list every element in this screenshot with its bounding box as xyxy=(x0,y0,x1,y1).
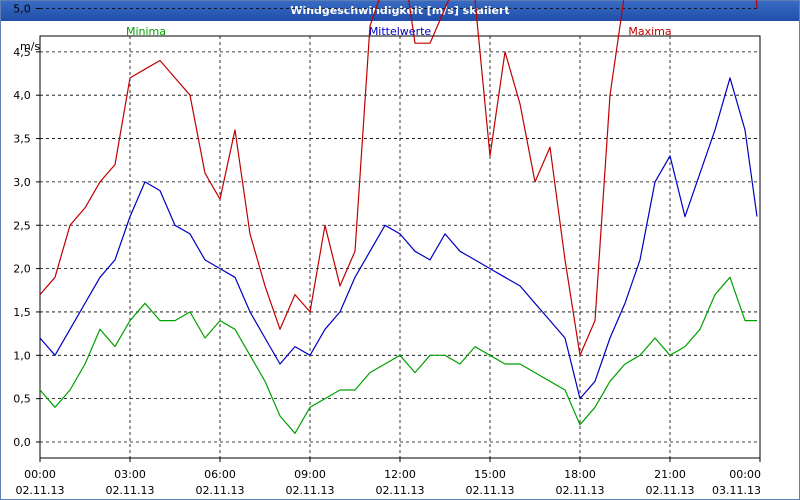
legend: Minima Mittelwerte Maxima xyxy=(126,25,672,38)
x-tick-time-label: 00:00 xyxy=(24,468,56,481)
x-tick-date-label: 02.11.13 xyxy=(556,484,605,497)
x-axis: 00:00 02.11.13 03:00 02.11.13 06:00 02.11.13 0… xyxy=(16,458,761,497)
legend-entry-mittelwerte: Mittelwerte xyxy=(369,25,432,38)
y-tick-label: 0,0 xyxy=(13,436,31,449)
series xyxy=(39,0,758,434)
x-tick-time-label: 21:00 xyxy=(654,468,686,481)
x-tick-date-label: 02.11.13 xyxy=(286,484,335,497)
x-tick-time-label: 00:00 xyxy=(729,468,761,481)
legend-entry-maxima: Maxima xyxy=(628,25,671,38)
x-tick-time-label: 18:00 xyxy=(564,468,596,481)
y-tick-label: 2,0 xyxy=(13,263,31,276)
legend-entry-minima: Minima xyxy=(126,25,166,38)
y-tick-label: 5,0 xyxy=(13,3,31,16)
x-tick-date-label: 02.11.13 xyxy=(196,484,245,497)
series-line-maxima xyxy=(39,0,758,356)
x-tick-time-label: 06:00 xyxy=(204,468,236,481)
series-line-mittelwerte xyxy=(39,77,758,400)
y-axis: 0,00,51,01,52,02,53,03,54,04,55,05,56,06… xyxy=(13,3,40,449)
y-tick-label: 2,5 xyxy=(13,219,31,232)
y-tick-label: 4,5 xyxy=(13,46,31,59)
x-tick-date-label: 02.11.13 xyxy=(16,484,65,497)
y-tick-label: 0,5 xyxy=(13,393,31,406)
y-tick-label: 3,0 xyxy=(13,176,31,189)
x-tick-date-label: 02.11.13 xyxy=(466,484,515,497)
series-line-minima xyxy=(39,276,757,434)
x-tick-date-label: 02.11.13 xyxy=(646,484,695,497)
x-tick-date-label: 02.11.13 xyxy=(376,484,425,497)
y-tick-label: 1,0 xyxy=(13,349,31,362)
x-tick-date-label: 03.11.13 xyxy=(712,484,761,497)
x-tick-time-label: 03:00 xyxy=(114,468,146,481)
x-tick-time-label: 09:00 xyxy=(294,468,326,481)
y-tick-label: 4,0 xyxy=(13,89,31,102)
y-tick-label: 3,5 xyxy=(13,133,31,146)
y-tick-label: 1,5 xyxy=(13,306,31,319)
chart-title: Windgeschwindigkeit [m/s] skaliert xyxy=(1,1,799,21)
grid xyxy=(40,8,760,458)
x-tick-date-label: 02.11.13 xyxy=(106,484,155,497)
y-axis-label: m/s xyxy=(20,40,40,53)
x-tick-time-label: 12:00 xyxy=(384,468,416,481)
x-tick-time-label: 15:00 xyxy=(474,468,506,481)
